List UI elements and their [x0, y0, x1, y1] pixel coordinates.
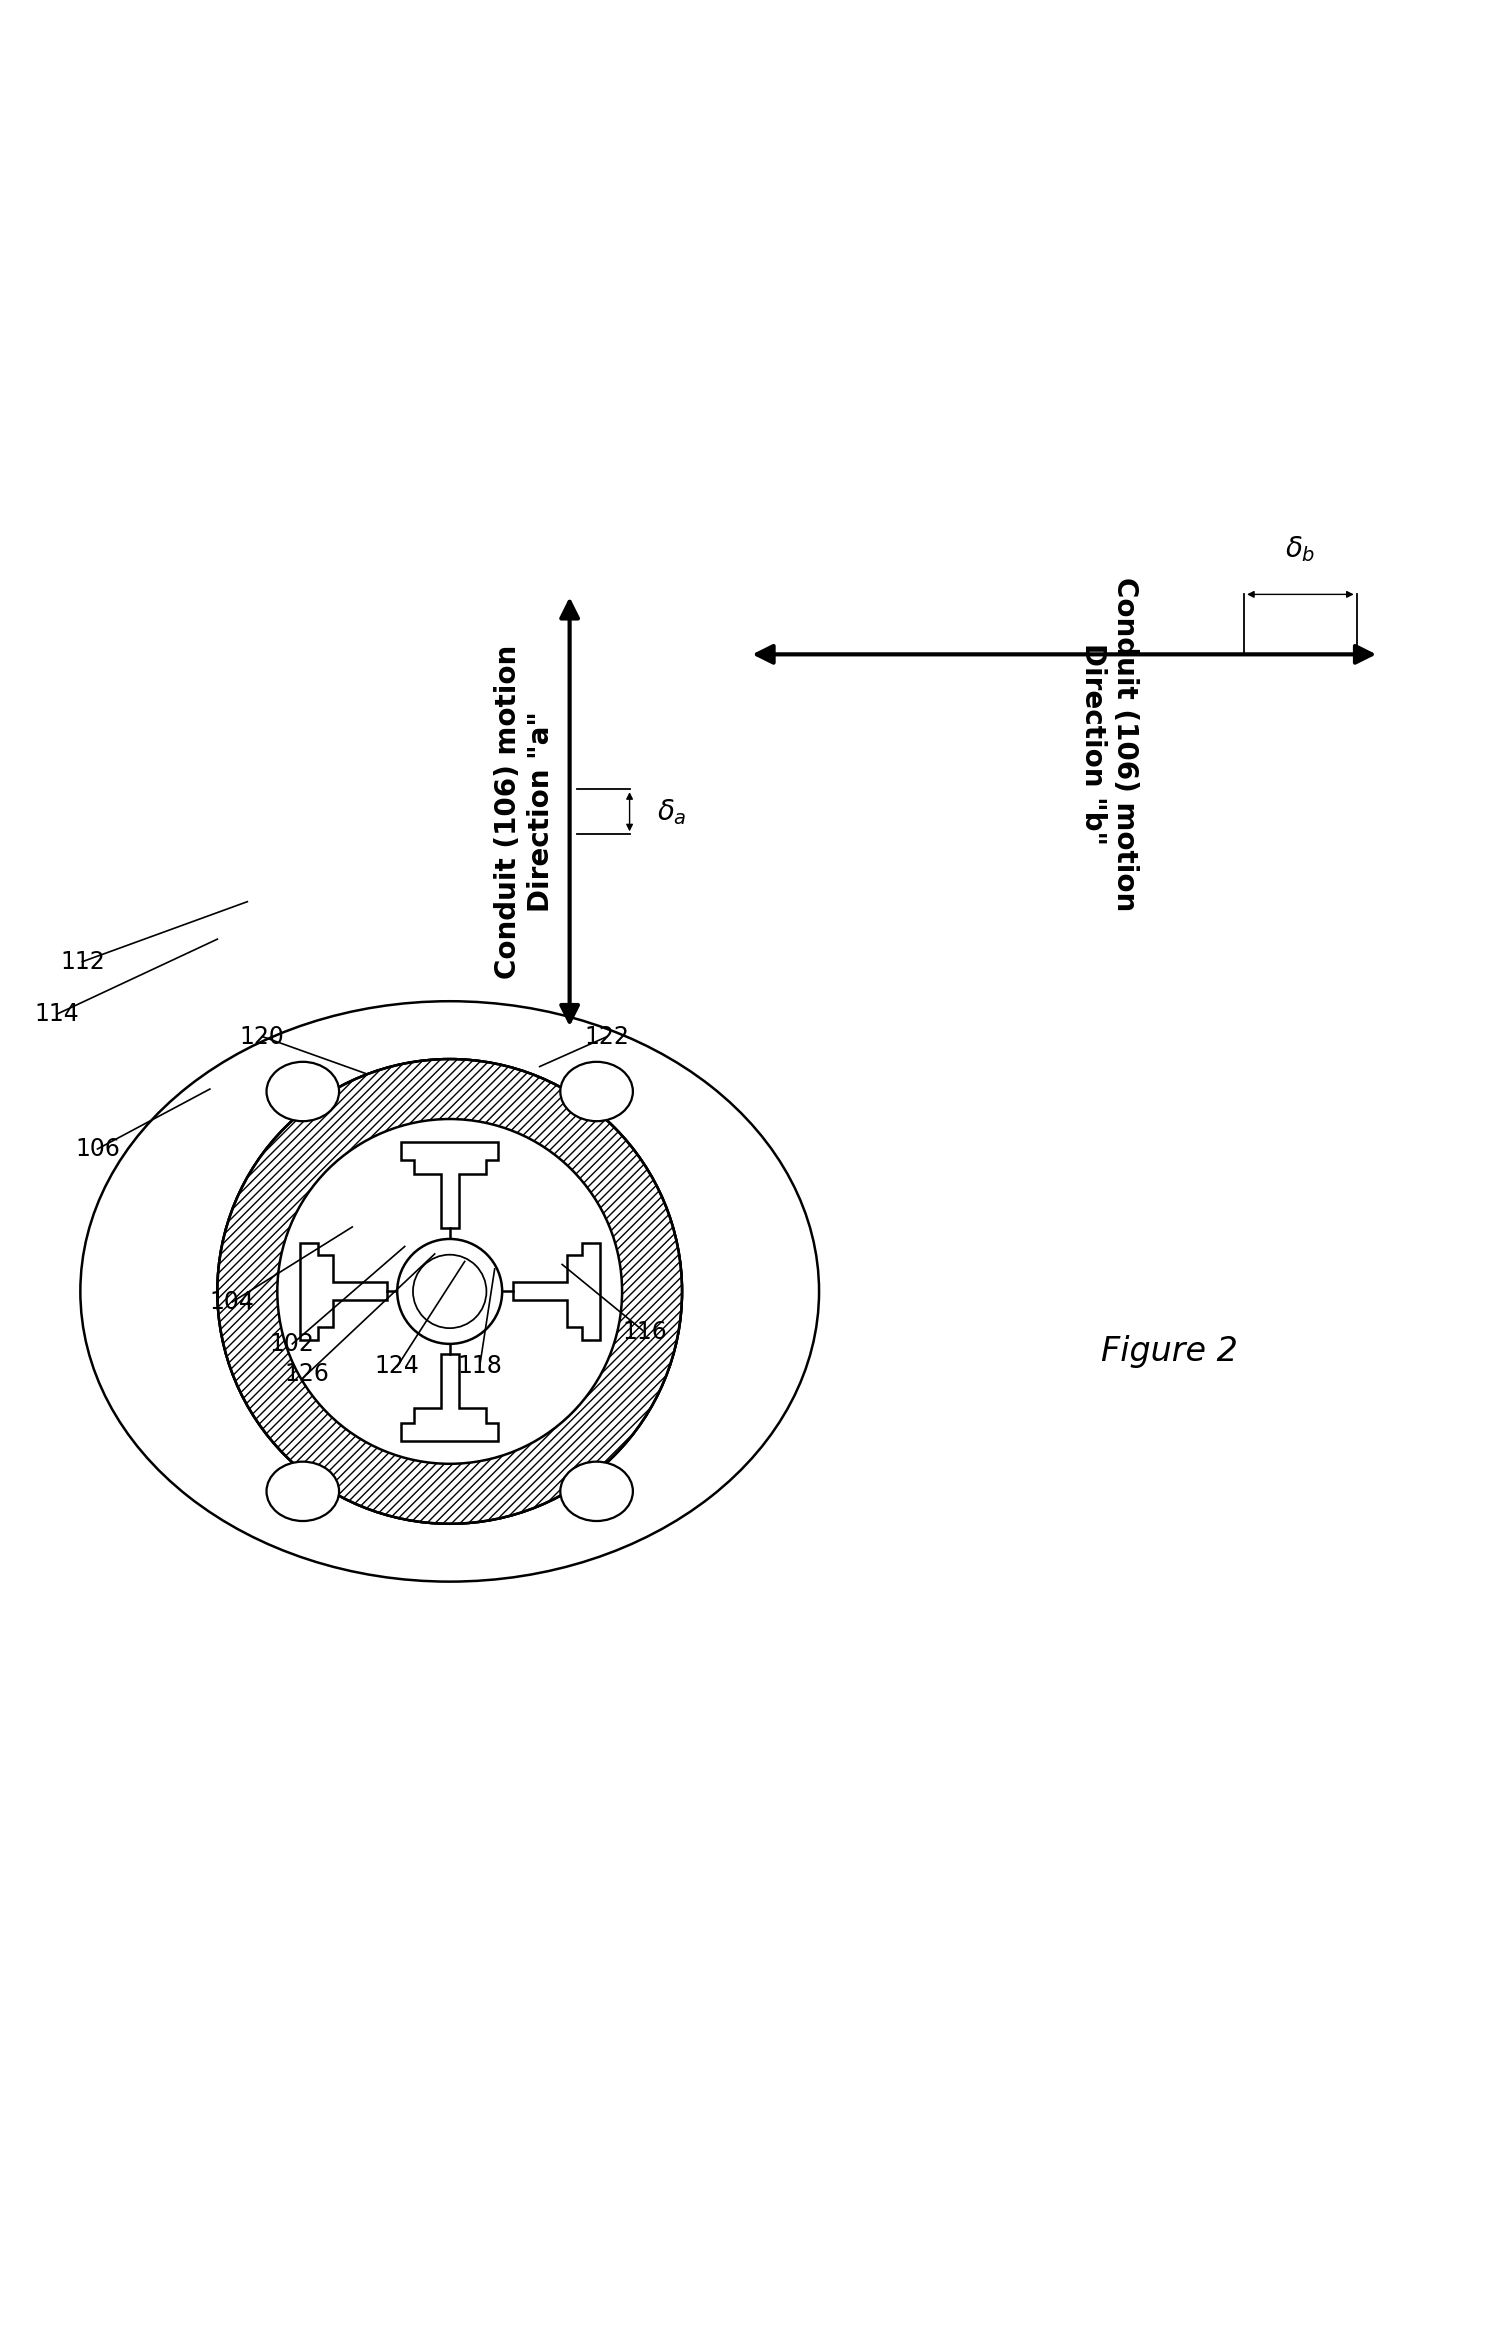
Circle shape [217, 1059, 682, 1523]
Polygon shape [400, 1354, 498, 1441]
Text: 116: 116 [622, 1319, 667, 1345]
Text: 126: 126 [285, 1361, 330, 1385]
Text: 104: 104 [210, 1291, 255, 1314]
Ellipse shape [81, 1000, 818, 1582]
Text: Conduit (106) motion
Direction "b": Conduit (106) motion Direction "b" [1079, 576, 1139, 911]
Text: 118: 118 [457, 1354, 502, 1378]
Circle shape [397, 1239, 502, 1345]
Text: $\delta_a$: $\delta_a$ [657, 797, 687, 827]
Text: 106: 106 [75, 1136, 120, 1162]
Circle shape [217, 1059, 682, 1523]
Ellipse shape [267, 1462, 339, 1521]
Text: $\delta_b$: $\delta_b$ [1285, 534, 1316, 565]
Circle shape [277, 1120, 622, 1464]
Text: 114: 114 [34, 1003, 79, 1026]
Polygon shape [300, 1242, 387, 1340]
Ellipse shape [267, 1061, 339, 1122]
Text: Conduit (106) motion
Direction "a": Conduit (106) motion Direction "a" [495, 644, 555, 979]
Polygon shape [400, 1141, 498, 1228]
Polygon shape [513, 1242, 600, 1340]
Text: 122: 122 [585, 1024, 630, 1050]
Text: Figure 2: Figure 2 [1100, 1336, 1238, 1368]
Text: 112: 112 [60, 949, 105, 975]
Text: 102: 102 [270, 1331, 315, 1357]
Text: 124: 124 [375, 1354, 420, 1378]
Ellipse shape [561, 1061, 633, 1122]
Text: 120: 120 [240, 1024, 285, 1050]
Ellipse shape [561, 1462, 633, 1521]
